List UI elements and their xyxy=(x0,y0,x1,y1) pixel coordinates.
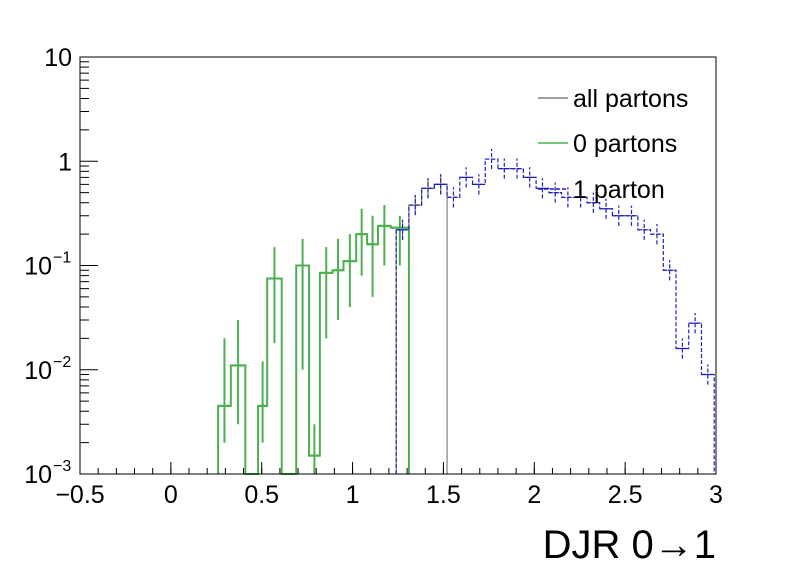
y-tick-label: 10 xyxy=(24,357,52,385)
y-tick-exponent: −2 xyxy=(53,354,71,371)
series-1-parton xyxy=(395,148,715,474)
x-tick-label: 1.5 xyxy=(426,481,461,509)
y-tick-exponent: −1 xyxy=(53,250,71,267)
x-tick-label: 3 xyxy=(709,481,723,509)
x-tick-label: −0.5 xyxy=(55,481,104,509)
y-tick-label: 1 xyxy=(58,148,72,176)
y-tick-label: 10 xyxy=(24,253,52,281)
x-tick-label: 1 xyxy=(346,481,360,509)
legend: all partons 0 partons 1 parton xyxy=(538,85,688,204)
y-tick-label: 10 xyxy=(44,44,72,72)
legend-label: 0 partons xyxy=(573,130,677,158)
x-axis-title: DJR 0→1 xyxy=(543,523,716,567)
x-tick-label: 2.5 xyxy=(608,481,643,509)
legend-label: 1 parton xyxy=(573,176,665,204)
y-tick-exponent: −3 xyxy=(53,458,71,475)
legend-label: all partons xyxy=(573,85,688,113)
x-tick-label: 2 xyxy=(527,481,541,509)
x-tick-label: 0.5 xyxy=(244,481,279,509)
x-tick-label: 0 xyxy=(164,481,178,509)
y-tick-label: 10 xyxy=(24,461,52,489)
